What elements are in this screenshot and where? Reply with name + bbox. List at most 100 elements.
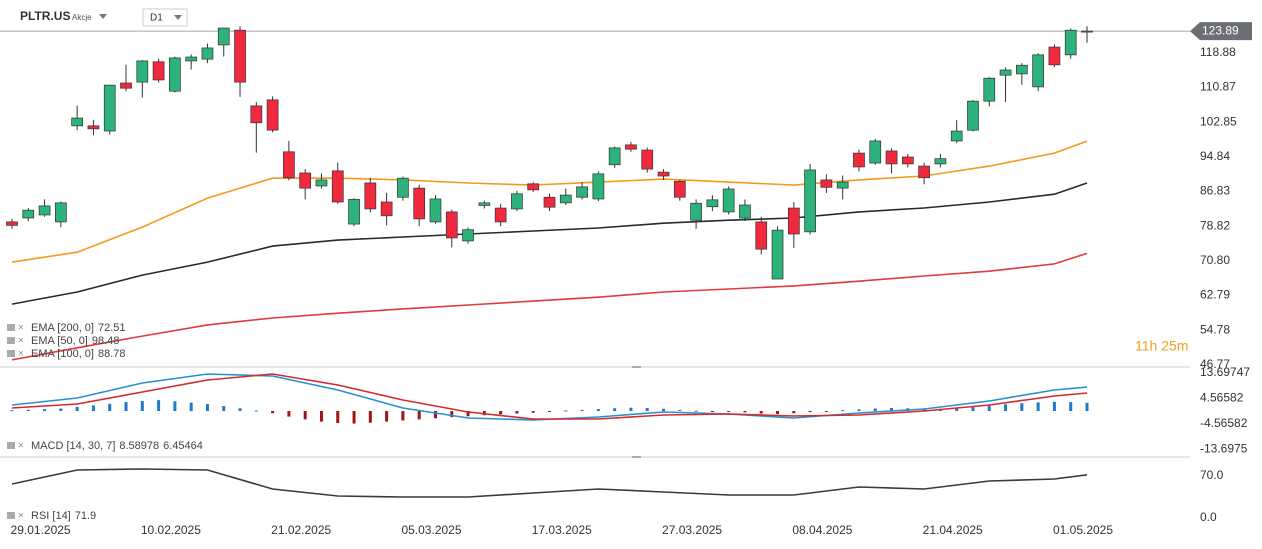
candle-body: [250, 105, 263, 124]
legend-part: MACD [14, 30, 7]: [31, 440, 115, 452]
candle-body: [103, 84, 116, 132]
histogram-bar: [743, 411, 747, 413]
candle-body: [152, 61, 165, 81]
legend-close: ×: [18, 349, 24, 360]
candle-body: [722, 188, 735, 213]
symbol-dropdown[interactable]: [99, 14, 107, 19]
candle-body: [315, 179, 328, 187]
histogram-bar: [336, 411, 340, 424]
legend-part: EMA [200, 0]: [31, 322, 94, 334]
candle-body: [625, 144, 637, 150]
histogram-bar: [1036, 402, 1040, 412]
candle-body: [934, 158, 947, 165]
candle-body: [739, 204, 751, 219]
last-price-label: 123.89: [1202, 23, 1239, 37]
legend-part: 8.58978: [119, 440, 159, 452]
histogram-bar: [792, 411, 796, 414]
candle-body: [201, 47, 214, 60]
x-tick-label: 05.03.2025: [401, 523, 461, 537]
y-tick-label: 78.82: [1200, 218, 1230, 232]
candle-body: [999, 69, 1012, 76]
y-tick-label: 102.85: [1200, 114, 1237, 128]
histogram-bar: [385, 411, 389, 422]
histogram-bar: [91, 405, 95, 412]
y-tick-label: 70.80: [1200, 253, 1230, 267]
histogram-bar: [987, 405, 991, 412]
candle-body: [71, 117, 84, 127]
y-tick-label: -13.6975: [1200, 441, 1248, 455]
histogram-bar: [43, 409, 47, 412]
candle-body: [87, 125, 100, 130]
histogram-bar: [108, 403, 112, 412]
histogram-bar: [727, 411, 731, 413]
candle-body: [950, 130, 963, 142]
candle-body: [706, 199, 719, 208]
y-tick-label: 62.79: [1200, 288, 1230, 302]
candle-body: [967, 100, 979, 131]
candle-body: [527, 183, 540, 191]
x-tick-label: 27.03.2025: [662, 523, 722, 537]
legend: MACD [14, 30, 7] 8.58978 6.45464: [31, 440, 203, 452]
candle-body: [6, 221, 18, 226]
interval-dropdown[interactable]: [174, 15, 182, 20]
legend-part: 88.78: [98, 348, 126, 360]
legend-part: 98.48: [92, 335, 120, 347]
candle-body: [543, 196, 556, 208]
histogram-bar: [254, 410, 258, 412]
candle-body: [462, 229, 474, 242]
pane-handle[interactable]: [632, 456, 641, 458]
legend-icon: [7, 512, 15, 519]
legend-close: ×: [18, 511, 24, 522]
candle-body: [885, 150, 898, 165]
legend-part: 71.9: [75, 510, 96, 522]
interval-select[interactable]: [142, 8, 188, 27]
histogram-bar: [319, 411, 323, 422]
histogram-bar: [1052, 401, 1056, 412]
x-tick-label: 29.01.2025: [11, 523, 71, 537]
histogram-bar: [531, 411, 535, 413]
histogram-bar: [1020, 403, 1024, 412]
candle-body: [918, 165, 930, 179]
legend: EMA [200, 0] 72.51: [31, 322, 126, 334]
histogram-bar: [417, 411, 421, 420]
indicator-line: [11, 252, 1088, 361]
x-tick-label: 08.04.2025: [792, 523, 852, 537]
candle-body: [217, 27, 230, 46]
x-tick-label: 21.02.2025: [271, 523, 331, 537]
y-tick-label: 118.88: [1200, 45, 1236, 59]
histogram-bar: [173, 401, 177, 412]
candle-body: [608, 147, 621, 166]
candle-body: [576, 186, 588, 198]
x-tick-label: 17.03.2025: [532, 523, 592, 537]
histogram-bar: [1004, 404, 1008, 412]
candle-body: [136, 60, 149, 83]
candle-body: [364, 182, 377, 210]
pane-handle[interactable]: [632, 366, 641, 368]
histogram-bar: [710, 411, 714, 413]
candle-body: [429, 198, 442, 223]
histogram-bar: [971, 407, 975, 412]
legend-close: ×: [18, 336, 24, 347]
candle-body: [820, 179, 833, 188]
y-tick-label: -4.56582: [1200, 416, 1248, 430]
candle-countdown: 11h 25m: [1135, 338, 1188, 354]
candle-body: [690, 202, 702, 221]
legend-part: 72.51: [98, 322, 126, 334]
candle-body: [185, 56, 198, 62]
legend-part: RSI [14]: [31, 510, 71, 522]
last-price-tag: [1190, 22, 1252, 41]
y-tick-label: 46.77: [1200, 357, 1230, 371]
candle-body: [755, 221, 768, 250]
indicator-line: [11, 182, 1088, 305]
symbol: PLTR.US: [20, 9, 70, 23]
histogram-bar: [759, 411, 763, 414]
legend: EMA [100, 0] 88.78: [31, 348, 126, 360]
histogram-bar: [10, 410, 14, 412]
histogram-bar: [75, 406, 79, 412]
histogram-bar: [140, 400, 144, 412]
legend-close: ×: [18, 441, 24, 452]
candle-body: [299, 172, 312, 189]
candle-body: [901, 156, 914, 165]
candle-body: [494, 207, 507, 223]
candle-body: [413, 187, 426, 220]
